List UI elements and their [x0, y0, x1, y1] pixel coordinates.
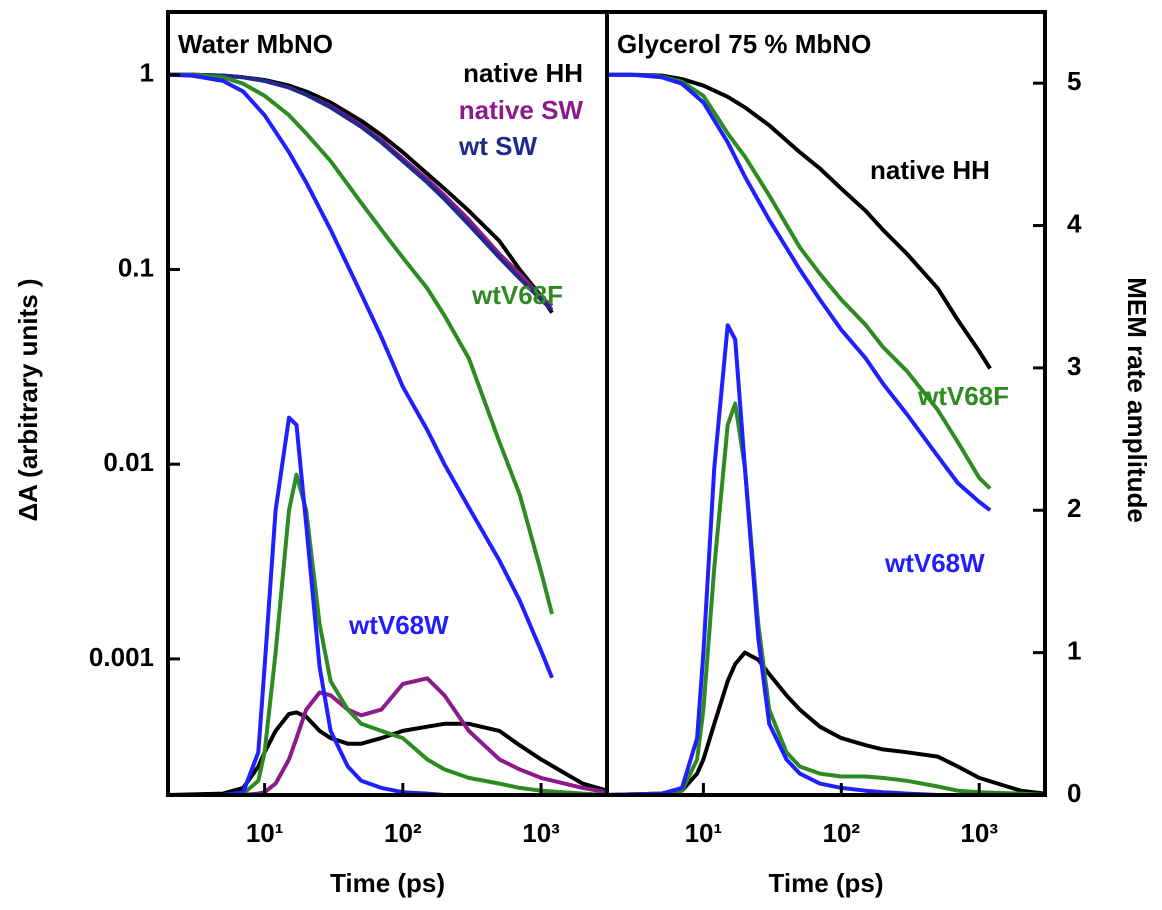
x-tick-label: 10³ [960, 818, 998, 848]
decay-line [607, 72, 992, 512]
series-label: wtV68W [348, 610, 449, 640]
rate-line [606, 650, 1046, 797]
y2-tick-label: 3 [1067, 351, 1081, 381]
series-label: native HH [870, 155, 990, 185]
series-label: wtV68W [884, 548, 985, 578]
x-axis-label: Time (ps) [768, 868, 883, 898]
y-axis-label: ΔA (arbitrary units ) [13, 278, 43, 521]
series-label: wtV68F [917, 381, 1009, 411]
x-axis-label: Time (ps) [330, 868, 445, 898]
plot-frame [166, 10, 609, 797]
x-tick-label: 10² [823, 818, 861, 848]
y-tick-label: 1 [140, 58, 154, 88]
y2-tick-label: 1 [1067, 636, 1081, 666]
rate-line [167, 710, 608, 797]
panel-title: Water MbNO [178, 29, 333, 59]
x-tick-label: 10³ [522, 818, 560, 848]
series-label: native HH [463, 58, 583, 88]
y2-tick-label: 0 [1067, 778, 1081, 808]
series-label: native SW [459, 95, 584, 125]
rate-line [168, 472, 608, 797]
decay-line [168, 72, 554, 312]
decay-line [607, 72, 992, 370]
x-tick-label: 10¹ [246, 818, 284, 848]
y2-tick-label: 4 [1067, 208, 1082, 238]
rate-line [168, 415, 607, 797]
panel-title: Glycerol 75 % MbNO [617, 29, 871, 59]
y-tick-label: 0.01 [103, 447, 154, 477]
x-tick-label: 10¹ [685, 818, 723, 848]
y-tick-label: 0.1 [118, 252, 154, 282]
x-tick-label: 10² [384, 818, 422, 848]
y-tick-label: 0.001 [89, 642, 154, 672]
plot-frame [605, 10, 1047, 797]
decay-line [168, 72, 554, 615]
y2-tick-label: 5 [1067, 66, 1081, 96]
rate-line [606, 401, 1046, 797]
series-label: wtV68F [471, 280, 563, 310]
y2-axis-label: MEM rate amplitude [1122, 277, 1152, 523]
series-label: wt SW [458, 131, 537, 161]
decay-line [167, 72, 554, 679]
y2-tick-label: 2 [1067, 493, 1081, 523]
